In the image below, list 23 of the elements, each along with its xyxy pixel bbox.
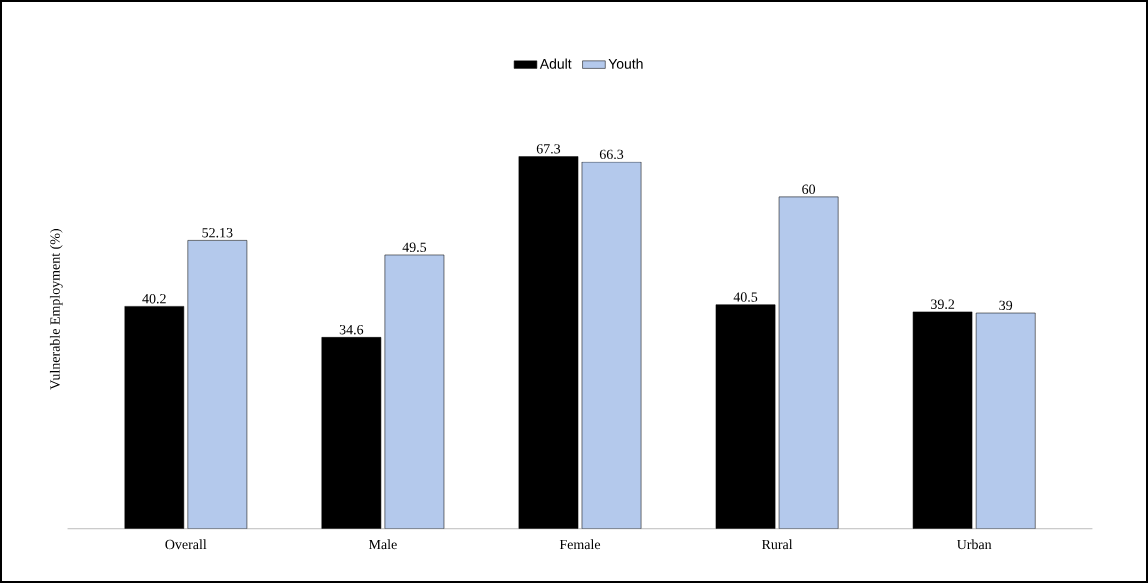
legend-label: Adult (539, 58, 572, 69)
bar (778, 196, 839, 529)
data-label: 67.3 (536, 144, 561, 154)
data-label: 60 (802, 184, 816, 194)
bar (384, 254, 445, 529)
data-label: 49.5 (402, 242, 427, 253)
data-label: 66.3 (599, 149, 624, 160)
x-tick-label: Female (559, 539, 601, 550)
bar (581, 161, 642, 529)
data-label: 52.13 (202, 228, 233, 238)
data-label: 40.5 (733, 292, 758, 302)
x-tick-label: Overall (165, 539, 207, 550)
y-axis-title: Vulnerable Employment (%) (49, 229, 63, 390)
data-label: 40.2 (142, 293, 166, 304)
bar (187, 240, 248, 529)
x-tick-label: Rural (761, 539, 793, 550)
legend-label: Youth (608, 58, 643, 69)
data-label: 39 (999, 300, 1013, 311)
data-label: 34.6 (339, 325, 364, 335)
x-tick-label: Male (368, 539, 397, 550)
x-tick-label: Urban (957, 539, 992, 550)
data-label: 39.2 (931, 299, 955, 309)
bar (975, 312, 1036, 529)
